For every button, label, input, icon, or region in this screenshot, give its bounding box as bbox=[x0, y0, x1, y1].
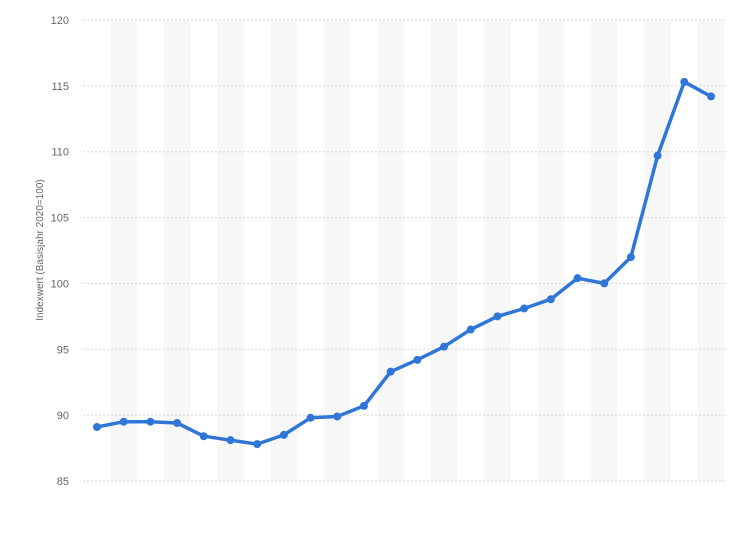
y-tick-label: 90 bbox=[57, 410, 69, 422]
background-bands bbox=[110, 20, 725, 481]
data-point[interactable] bbox=[386, 367, 395, 376]
data-series bbox=[93, 77, 715, 449]
data-point[interactable] bbox=[626, 253, 635, 262]
background-band bbox=[430, 20, 458, 481]
data-point[interactable] bbox=[173, 419, 182, 428]
background-band bbox=[537, 20, 565, 481]
data-point[interactable] bbox=[199, 432, 208, 441]
data-point[interactable] bbox=[707, 92, 715, 101]
data-point[interactable] bbox=[93, 422, 101, 431]
background-band bbox=[323, 20, 351, 481]
data-point[interactable] bbox=[333, 412, 342, 421]
background-band bbox=[217, 20, 244, 481]
series-line bbox=[95, 80, 713, 446]
data-point[interactable] bbox=[520, 304, 529, 313]
data-point[interactable] bbox=[680, 77, 689, 86]
data-point[interactable] bbox=[466, 325, 475, 334]
data-point[interactable] bbox=[493, 312, 502, 321]
y-tick-labels: 85 90 95 100 105 110 115 120 bbox=[51, 15, 69, 488]
background-band bbox=[697, 20, 725, 481]
data-point[interactable] bbox=[573, 274, 582, 283]
background-band bbox=[163, 20, 191, 481]
data-point[interactable] bbox=[440, 342, 449, 351]
background-band bbox=[270, 20, 298, 481]
background-band bbox=[110, 20, 138, 481]
data-point[interactable] bbox=[413, 355, 422, 364]
data-point[interactable] bbox=[119, 417, 128, 426]
grid-lines bbox=[83, 19, 725, 482]
background-band bbox=[377, 20, 404, 481]
y-tick-label: 110 bbox=[51, 147, 69, 159]
background-band bbox=[590, 20, 618, 481]
data-point[interactable] bbox=[226, 436, 235, 445]
data-point[interactable] bbox=[600, 279, 609, 288]
data-point[interactable] bbox=[653, 151, 662, 160]
data-point[interactable] bbox=[359, 401, 368, 410]
y-tick-label: 95 bbox=[57, 344, 69, 356]
y-tick-label: 105 bbox=[51, 213, 69, 225]
background-band bbox=[484, 20, 511, 481]
data-point[interactable] bbox=[546, 295, 555, 304]
data-point[interactable] bbox=[279, 430, 288, 439]
y-tick-label: 115 bbox=[51, 81, 69, 93]
data-point[interactable] bbox=[253, 440, 262, 449]
y-tick-label: 120 bbox=[51, 15, 69, 27]
y-tick-label: 100 bbox=[51, 278, 69, 290]
background-band bbox=[644, 20, 671, 481]
data-point[interactable] bbox=[306, 413, 315, 422]
data-point[interactable] bbox=[146, 417, 155, 426]
y-axis-title: Indexwert (Basisjahr 2020=100) bbox=[35, 179, 46, 320]
y-tick-label: 85 bbox=[57, 476, 69, 488]
